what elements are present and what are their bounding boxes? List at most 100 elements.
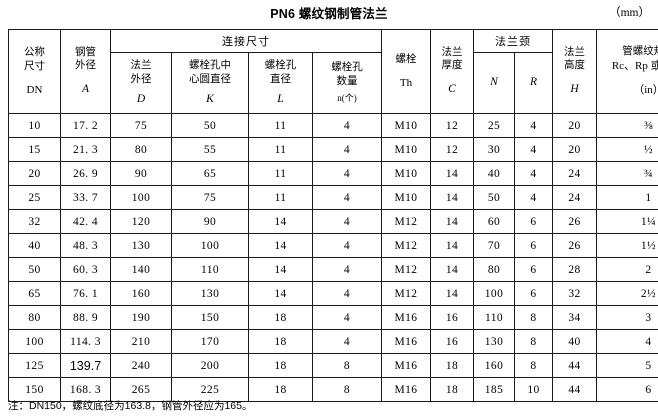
cell-thread-spec: 3 [596, 305, 658, 330]
cell-flange-od: 130 [110, 233, 172, 258]
cell-bolt-hole-count: 4 [312, 161, 382, 186]
cell-flange-thickness: 18 [430, 353, 474, 378]
cell-neck-r: 4 [514, 137, 553, 162]
cell-pipe-od: 21. 3 [60, 137, 111, 162]
cell-bolt-circle: 65 [171, 161, 249, 186]
cell-bolt-circle: 170 [171, 329, 249, 354]
page-title: PN6 螺纹钢制管法兰 [270, 7, 388, 21]
cell-flange-thickness: 18 [430, 377, 474, 402]
cell-bolt-hole-count: 4 [312, 233, 382, 258]
col-header-flange-height: 法兰 高度 H [552, 29, 597, 114]
cell-nominal-size: 15 [8, 137, 61, 162]
cell-neck-n: 70 [473, 233, 515, 258]
cell-flange-od: 75 [110, 113, 172, 138]
table-row: 65 76. 1 160 130 14 4 M12 14 100 6 32 2½ [8, 281, 658, 306]
cell-neck-r: 6 [514, 281, 553, 306]
cell-bolt: M12 [381, 257, 431, 282]
cell-flange-thickness: 14 [430, 257, 474, 282]
table-row: 80 88. 9 190 150 18 4 M16 16 110 8 34 3 [8, 305, 658, 330]
cell-neck-r: 4 [514, 185, 553, 210]
cell-pipe-od: 42. 4 [60, 209, 111, 234]
cell-bolt-circle: 75 [171, 185, 249, 210]
cell-bolt-hole-count: 4 [312, 281, 382, 306]
group-header-flange-neck: 法兰颈 [473, 29, 553, 53]
cell-bolt: M10 [381, 137, 431, 162]
col-symbol-dn: DN [26, 83, 43, 96]
cell-thread-spec: 1¼ [596, 209, 658, 234]
cell-neck-n: 25 [473, 113, 515, 138]
cell-bolt: M16 [381, 377, 431, 402]
col-symbol-thread-unit: （in） [633, 84, 658, 97]
cell-flange-height: 20 [552, 137, 597, 162]
cell-bolt-hole-count: 4 [312, 329, 382, 354]
cell-bolt: M16 [381, 353, 431, 378]
col-symbol-r: R [529, 76, 538, 89]
cell-bolt: M10 [381, 113, 431, 138]
col-header-bolt: 螺栓 Th [381, 29, 431, 114]
cell-thread-spec: 2 [596, 257, 658, 282]
cell-flange-thickness: 14 [430, 281, 474, 306]
cell-neck-n: 50 [473, 185, 515, 210]
cell-flange-od: 160 [110, 281, 172, 306]
cell-neck-r: 10 [514, 377, 553, 402]
cell-bolt-hole-count: 4 [312, 185, 382, 210]
cell-pipe-od: 26. 9 [60, 161, 111, 186]
cell-flange-od: 190 [110, 305, 172, 330]
footnote: 注：DN150，螺纹底径为163.8，钢管外径应为165。 [8, 400, 253, 412]
col-symbol-k: K [206, 92, 214, 105]
cell-pipe-od: 33. 7 [60, 185, 111, 210]
cell-flange-thickness: 14 [430, 209, 474, 234]
cell-neck-n: 40 [473, 161, 515, 186]
col-symbol-c: C [448, 83, 456, 96]
cell-flange-height: 24 [552, 185, 597, 210]
cell-neck-n: 60 [473, 209, 515, 234]
table-row: 50 60. 3 140 110 14 4 M12 14 80 6 28 2 [8, 257, 658, 282]
cell-flange-od: 265 [110, 377, 172, 402]
cell-bolt-hole-diameter: 14 [248, 209, 313, 234]
cell-nominal-size: 50 [8, 257, 61, 282]
table-row: 150 168. 3 265 225 18 8 M16 18 185 10 44 6 [8, 377, 658, 402]
cell-neck-n: 185 [473, 377, 515, 402]
cell-bolt-hole-count: 4 [312, 257, 382, 282]
cell-flange-thickness: 12 [430, 113, 474, 138]
cell-bolt-hole-count: 4 [312, 305, 382, 330]
col-symbol-d: D [136, 92, 146, 105]
cell-nominal-size: 100 [8, 329, 61, 354]
group-header-connect-dimensions: 连接尺寸 [110, 29, 382, 53]
cell-flange-od: 120 [110, 209, 172, 234]
cell-neck-r: 6 [514, 209, 553, 234]
cell-neck-r: 6 [514, 233, 553, 258]
cell-pipe-od: 139.7 [60, 353, 111, 378]
cell-flange-height: 44 [552, 353, 597, 378]
cell-bolt-hole-count: 8 [312, 377, 382, 402]
cell-bolt-hole-diameter: 14 [248, 257, 313, 282]
cell-bolt-circle: 55 [171, 137, 249, 162]
cell-flange-thickness: 14 [430, 233, 474, 258]
cell-bolt-hole-diameter: 11 [248, 185, 313, 210]
col-symbol-h: H [570, 83, 579, 96]
cell-nominal-size: 150 [8, 377, 61, 402]
col-symbol-n: N [490, 76, 498, 89]
cell-neck-n: 160 [473, 353, 515, 378]
cell-bolt-circle: 110 [171, 257, 249, 282]
cell-flange-thickness: 16 [430, 329, 474, 354]
cell-flange-od: 240 [110, 353, 172, 378]
cell-flange-height: 26 [552, 209, 597, 234]
cell-flange-height: 34 [552, 305, 597, 330]
cell-bolt-circle: 130 [171, 281, 249, 306]
cell-bolt-circle: 225 [171, 377, 249, 402]
cell-thread-spec: 1½ [596, 233, 658, 258]
cell-flange-height: 20 [552, 113, 597, 138]
table-row: 20 26. 9 90 65 11 4 M10 14 40 4 24 ¾ [8, 161, 658, 186]
cell-bolt: M16 [381, 305, 431, 330]
col-symbol-a: A [81, 83, 90, 96]
cell-bolt-hole-count: 4 [312, 113, 382, 138]
cell-nominal-size: 20 [8, 161, 61, 186]
cell-thread-spec: 5 [596, 353, 658, 378]
cell-flange-height: 24 [552, 161, 597, 186]
cell-thread-spec: ⅜ [596, 113, 658, 138]
table-row: 125 139.7 240 200 18 8 M16 18 160 8 44 5 [8, 353, 658, 378]
cell-bolt: M16 [381, 329, 431, 354]
cell-bolt: M12 [381, 233, 431, 258]
cell-pipe-od: 114. 3 [60, 329, 111, 354]
